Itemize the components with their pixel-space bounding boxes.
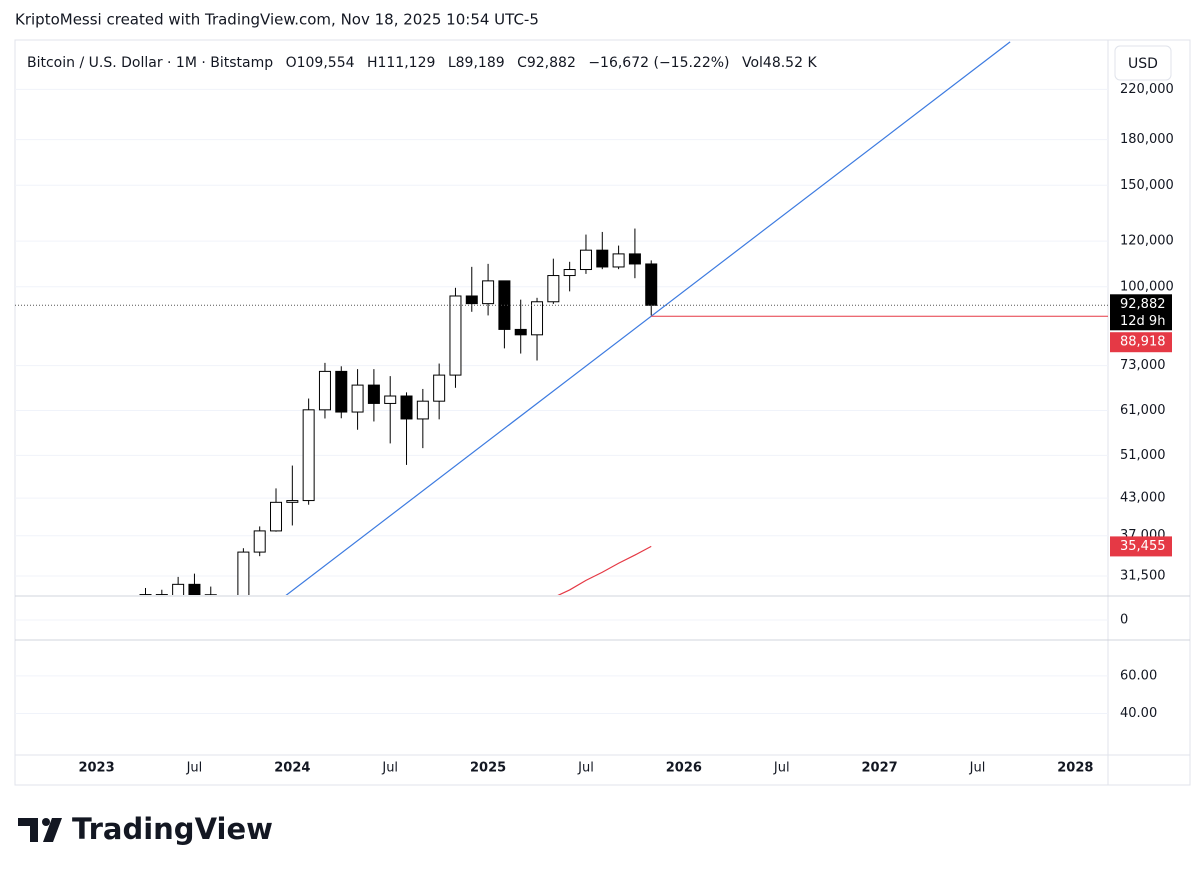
x-tick-label: 2024 bbox=[274, 761, 310, 776]
symbol: Bitcoin / U.S. Dollar · 1M · Bitstamp bbox=[27, 55, 273, 71]
x-tick-label: Jul bbox=[186, 761, 203, 776]
brand: TradingView bbox=[72, 812, 273, 846]
indicator-line bbox=[557, 545, 652, 595]
candle-body bbox=[253, 530, 266, 553]
x-tick-label: 2028 bbox=[1057, 761, 1093, 776]
y-tick-label: 73,000 bbox=[1120, 358, 1166, 373]
x-tick-label: 2026 bbox=[666, 761, 702, 776]
candle-body bbox=[139, 594, 152, 595]
candle-body bbox=[482, 280, 495, 305]
header-text: KriptoMessi created with TradingView.com… bbox=[15, 11, 539, 29]
countdown-label: 12d 9h bbox=[1120, 314, 1165, 329]
y-tick-label: 61,000 bbox=[1120, 403, 1166, 418]
candle-body bbox=[351, 384, 364, 413]
logo-stem bbox=[30, 818, 38, 842]
y-tick-label: 43,000 bbox=[1120, 491, 1166, 506]
x-tick-label: Jul bbox=[381, 761, 398, 776]
indicator-box bbox=[1110, 536, 1172, 557]
candle-body bbox=[188, 583, 201, 595]
logo-slash bbox=[43, 818, 62, 842]
candle-body bbox=[612, 253, 625, 268]
y-tick-label: 220,000 bbox=[1120, 82, 1174, 97]
grid bbox=[15, 88, 1108, 715]
price-pane bbox=[139, 41, 1011, 595]
ohlc-label: H111,129 bbox=[367, 55, 435, 71]
candle-body bbox=[270, 501, 283, 532]
currency-label[interactable]: USD bbox=[1128, 56, 1158, 72]
candle-body bbox=[237, 551, 250, 595]
candle-body bbox=[335, 370, 348, 413]
trendline bbox=[285, 41, 1011, 595]
y-tick-label: 180,000 bbox=[1120, 132, 1174, 147]
candle-body bbox=[367, 384, 380, 404]
ohlc-label: O109,554 bbox=[286, 55, 355, 71]
legend: Bitcoin / U.S. Dollar · 1M · Bitstamp O1… bbox=[27, 55, 817, 71]
y-tick-label: 0 bbox=[1120, 613, 1128, 628]
candle-body bbox=[547, 275, 560, 303]
candle-body bbox=[302, 409, 315, 502]
horizontal-line-label: 88,918 bbox=[1120, 335, 1166, 350]
candle-body bbox=[531, 301, 544, 336]
candle-body bbox=[579, 249, 592, 271]
y-tick-label: 120,000 bbox=[1120, 234, 1174, 249]
y-tick-label: 31,500 bbox=[1120, 569, 1166, 584]
candle-body bbox=[628, 253, 641, 265]
ohlc-label: L89,189 bbox=[448, 55, 505, 71]
candle-body bbox=[172, 583, 185, 595]
y-tick-label: 40.00 bbox=[1120, 706, 1157, 721]
tradingview-logo bbox=[18, 818, 62, 842]
x-tick-label: Jul bbox=[773, 761, 790, 776]
volume-label: Vol48.52 K bbox=[742, 55, 817, 71]
candle-body bbox=[645, 263, 658, 306]
x-tick-label: 2025 bbox=[470, 761, 506, 776]
currency-button[interactable] bbox=[1114, 45, 1172, 81]
x-tick-label: 2023 bbox=[78, 761, 114, 776]
candle-body bbox=[416, 400, 429, 420]
chart-frame bbox=[14, 39, 1191, 786]
indicator-label: 35,455 bbox=[1120, 539, 1166, 554]
x-tick-label: Jul bbox=[577, 761, 594, 776]
ohlc-label: C92,882 bbox=[517, 55, 576, 71]
candle-body bbox=[318, 370, 331, 411]
candle-body bbox=[514, 328, 527, 336]
candle-body bbox=[204, 594, 217, 595]
y-tick-label: 60.00 bbox=[1120, 668, 1157, 683]
candle-body bbox=[384, 395, 397, 404]
y-tick-label: 150,000 bbox=[1120, 178, 1174, 193]
candle-body bbox=[449, 295, 462, 376]
logo-bar bbox=[18, 818, 38, 826]
change-label: −16,672 (−15.22%) bbox=[588, 55, 729, 71]
candle-body bbox=[155, 594, 168, 595]
candle-body bbox=[400, 395, 413, 420]
candle-body bbox=[286, 500, 299, 503]
candle-body bbox=[433, 374, 446, 402]
logo-dot bbox=[42, 818, 50, 826]
candle-body bbox=[563, 269, 576, 277]
horizontal-line-box bbox=[1110, 332, 1172, 353]
last-price-label: 92,882 bbox=[1120, 297, 1166, 312]
x-tick-label: Jul bbox=[969, 761, 986, 776]
x-tick-label: 2027 bbox=[862, 761, 898, 776]
candle-body bbox=[465, 295, 478, 305]
y-tick-label: 100,000 bbox=[1120, 279, 1174, 294]
y-tick-label: 51,000 bbox=[1120, 448, 1166, 463]
last-price-box bbox=[1110, 294, 1172, 331]
candle-body bbox=[596, 249, 609, 268]
